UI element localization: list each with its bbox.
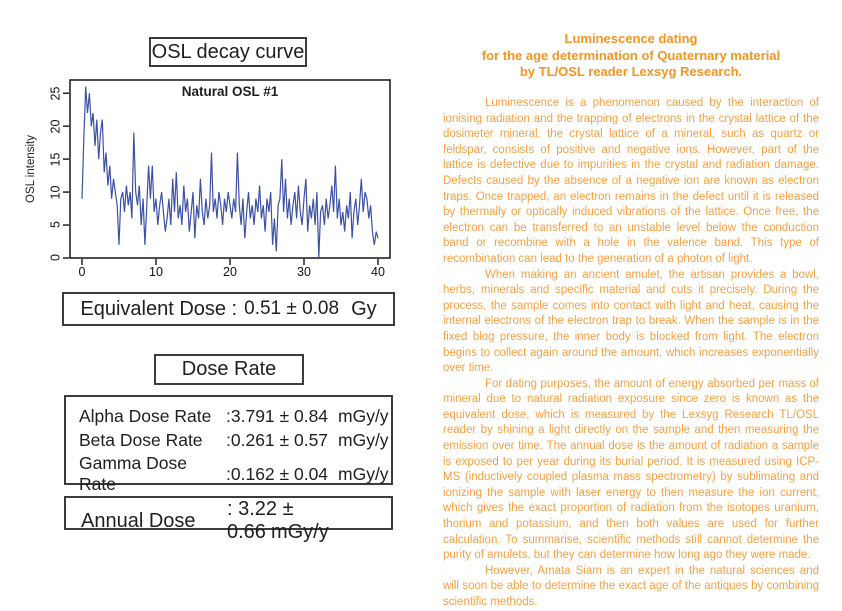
- annual-dose-label: Annual Dose: [81, 509, 196, 532]
- paragraph: For dating purposes, the amount of energ…: [443, 377, 819, 562]
- annual-dose-value-unit: : 3.22 ± 0.66 mGy/y: [227, 498, 391, 544]
- y-tick-label: 5: [48, 221, 63, 228]
- osl-decay-curve-title: OSL decay curve: [151, 40, 305, 63]
- luminescence-title: Luminescence dating for the age determin…: [443, 31, 819, 81]
- table-row: Beta Dose Rate :0.261 ± 0.57 mGy/y: [79, 429, 391, 454]
- title-line: Luminescence dating: [564, 31, 698, 46]
- right-panel: Luminescence dating for the age determin…: [430, 0, 842, 608]
- osl-decay-curve-title-box: OSL decay curve: [149, 37, 307, 67]
- beta-dose-rate-unit: mGy/y: [338, 430, 389, 451]
- plot-border: [69, 79, 391, 259]
- equivalent-dose-label: Equivalent Dose :: [80, 297, 238, 320]
- equivalent-dose-unit: Gy: [351, 297, 377, 320]
- equivalent-dose-value: 0.51 ± 0.08: [244, 298, 340, 319]
- y-tick-label: 0: [48, 254, 63, 261]
- gamma-dose-rate-value: :0.162 ± 0.04: [226, 463, 329, 484]
- beta-dose-rate-label: Beta Dose Rate: [79, 430, 203, 451]
- x-tick-label: 10: [149, 265, 163, 279]
- x-tick-label: 30: [297, 265, 311, 279]
- dose-rate-title: Dose Rate: [181, 358, 277, 380]
- annual-dose-unit: mGy/y: [270, 521, 329, 543]
- paragraph: However, Amata Siam is an expert in the …: [443, 564, 819, 608]
- table-row: Gamma Dose Rate :0.162 ± 0.04 mGy/y: [79, 453, 391, 494]
- osl-decay-chart: [63, 79, 391, 265]
- x-tick-label: 0: [78, 265, 86, 279]
- y-tick-label: 10: [48, 185, 63, 200]
- annual-dose-box: Annual Dose : 3.22 ± 0.66 mGy/y: [64, 496, 393, 543]
- y-tick-label: 20: [48, 119, 63, 134]
- luminescence-body-text: Luminescence is a phenomenon caused by t…: [443, 96, 819, 611]
- dose-rate-title-box: Dose Rate: [154, 354, 304, 385]
- paragraph: Luminescence is a phenomenon caused by t…: [443, 97, 819, 265]
- y-tick-label: 25: [48, 86, 63, 101]
- alpha-dose-rate-unit: mGy/y: [338, 405, 389, 426]
- title-line: for the age determination of Quaternary …: [481, 47, 781, 63]
- alpha-dose-rate-value: :3.791 ± 0.84: [226, 405, 329, 426]
- equivalent-dose-box: Equivalent Dose : 0.51 ± 0.08 Gy: [62, 292, 395, 326]
- gamma-dose-rate-unit: mGy/y: [338, 463, 389, 484]
- beta-dose-rate-value: :0.261 ± 0.57: [226, 430, 329, 451]
- dose-rate-table: Alpha Dose Rate :3.791 ± 0.84 mGy/y Beta…: [64, 395, 393, 494]
- title-line: by TL/OSL reader Lexsyg Research.: [519, 64, 743, 79]
- paragraph: When making an ancient amulet, the artis…: [443, 268, 819, 375]
- osl-decay-line: [81, 86, 379, 259]
- table-row: Alpha Dose Rate :3.791 ± 0.84 mGy/y: [79, 404, 391, 429]
- y-axis-label: OSL intensity: [25, 135, 37, 203]
- x-tick-label: 20: [223, 265, 237, 279]
- y-tick-label: 15: [48, 152, 63, 167]
- annual-dose-value: : 3.22 ± 0.66: [227, 498, 294, 543]
- x-tick-label: 40: [371, 265, 385, 279]
- gamma-dose-rate-label: Gamma Dose Rate: [79, 453, 187, 494]
- alpha-dose-rate-label: Alpha Dose Rate: [79, 405, 212, 426]
- left-panel: OSL decay curve Natural OSL #1 OSL inten…: [0, 0, 420, 595]
- chart-title: Natural OSL #1: [181, 84, 279, 99]
